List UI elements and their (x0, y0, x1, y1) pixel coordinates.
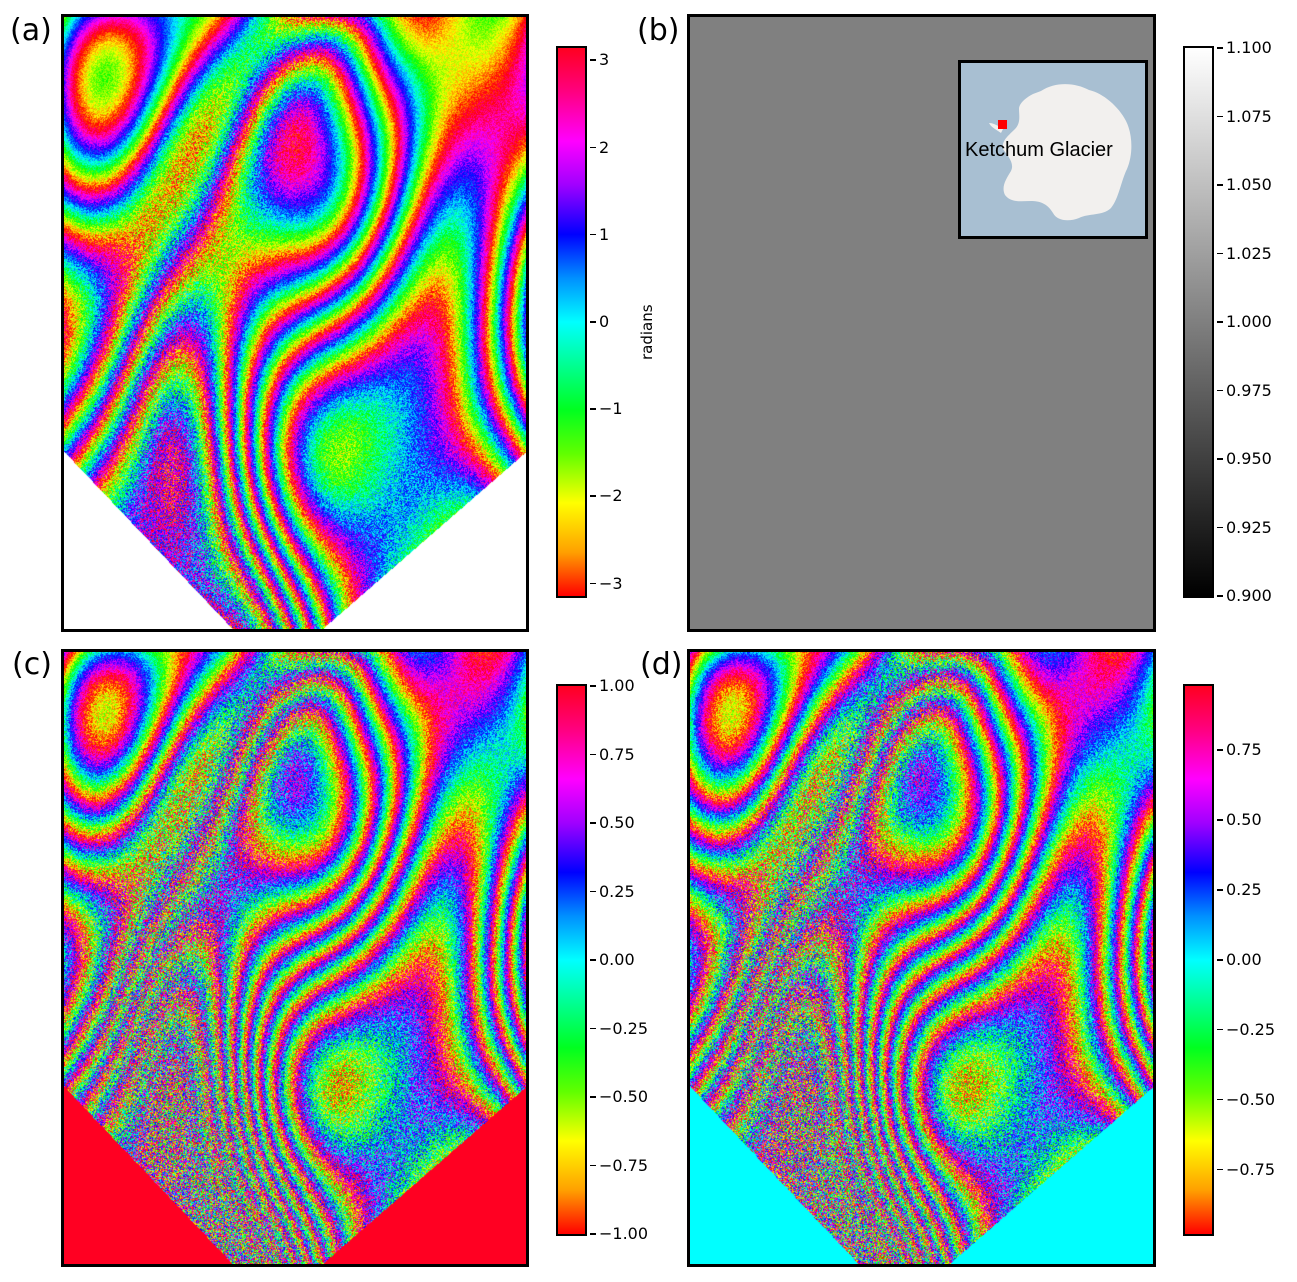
inset-glacier-label: Ketchum Glacier (965, 139, 1113, 161)
panel-label-d: (d) (640, 647, 683, 682)
colorbar-b-tick: 0.925 (1217, 517, 1272, 537)
colorbar-a-tick: 2 (589, 137, 610, 157)
panel-label-b: (b) (637, 13, 680, 48)
antarctica-map-svg (989, 84, 1132, 221)
phase-heatmap-d (690, 652, 1153, 1264)
colorbar-c-tick: 0.50 (590, 813, 635, 832)
colorbar-d-tick: −0.50 (1216, 1089, 1276, 1109)
colorbar-a (556, 46, 587, 598)
colorbar-b (1183, 46, 1214, 598)
colorbar-c-tick: −0.25 (589, 1018, 649, 1038)
panel-label-a: (a) (10, 13, 52, 48)
colorbar-d-tick: −0.75 (1216, 1159, 1276, 1179)
colorbar-c-tick: 0.00 (590, 950, 635, 969)
colorbar-d-tick: 0.50 (1217, 810, 1262, 830)
colorbar-a-tick: −2 (590, 486, 623, 506)
colorbar-a-tick: −1 (590, 399, 623, 419)
colorbar-a-tick: 0 (589, 312, 610, 331)
colorbar-a-tick: 3 (589, 50, 610, 70)
colorbar-c-tick: 1.00 (590, 676, 635, 695)
colorbar-d-tick: 0.00 (1217, 950, 1262, 969)
colorbar-a-tick: −3 (590, 573, 623, 593)
colorbar-d-tick: 0.75 (1217, 740, 1262, 760)
antarctica-inset-map: Ketchum Glacier (958, 60, 1148, 239)
colorbar-b-tick: 1.050 (1217, 175, 1272, 194)
colorbar-b-tick: 1.025 (1217, 243, 1272, 263)
colorbar-d-tick: 0.25 (1217, 880, 1262, 900)
colorbar-c-tick: −0.75 (589, 1155, 649, 1175)
colorbar-c-tick: 0.25 (590, 881, 635, 901)
colorbar-c-tick: 0.75 (590, 744, 635, 764)
colorbar-c-tick: −0.50 (589, 1087, 649, 1106)
colorbar-c-tick: −1.00 (589, 1224, 649, 1243)
ketchum-glacier-marker (998, 120, 1007, 129)
phase-heatmap-a (64, 17, 526, 629)
colorbar-a-label: radians (638, 304, 656, 360)
panel-b-image: Ketchum Glacier (687, 14, 1156, 632)
colorbar-b-tick: 0.975 (1217, 380, 1272, 400)
colorbar-d-tick: −0.25 (1216, 1019, 1276, 1039)
antarctica-landmass (989, 84, 1132, 221)
colorbar-b-tick: 1.000 (1217, 312, 1272, 331)
colorbar-b-tick: 0.950 (1217, 449, 1272, 468)
panel-c-image (61, 649, 529, 1267)
panel-label-c: (c) (12, 647, 52, 682)
colorbar-b-tick: 1.075 (1217, 106, 1272, 126)
panel-d-image (687, 649, 1156, 1267)
panel-a-image (61, 14, 529, 632)
colorbar-d (1183, 684, 1214, 1236)
colorbar-a-tick: 1 (589, 224, 610, 244)
phase-heatmap-c (64, 652, 526, 1264)
colorbar-b-tick: 1.100 (1217, 38, 1272, 57)
colorbar-c (556, 684, 587, 1236)
colorbar-b-tick: 0.900 (1217, 586, 1272, 605)
